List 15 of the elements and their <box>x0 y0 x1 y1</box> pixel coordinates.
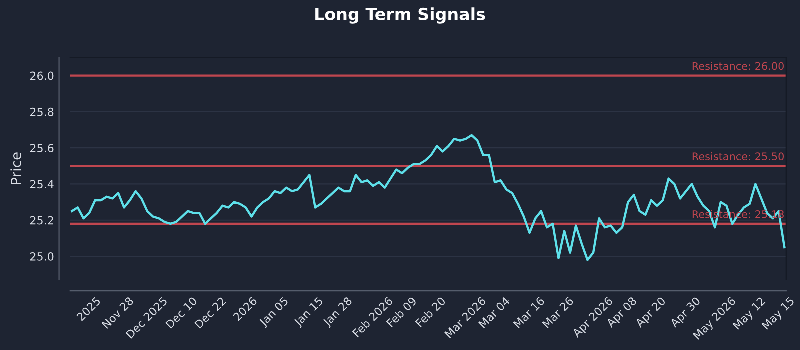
y-axis-title: Price <box>10 152 22 184</box>
y-tick-label: 25.0 <box>30 252 54 261</box>
x-tick-label: Feb 20 <box>415 296 446 328</box>
chart-title: Long Term Signals <box>316 8 486 24</box>
y-tick-label: 25.2 <box>30 216 54 225</box>
y-tick-label: 25.4 <box>30 180 54 189</box>
x-tick-label: Jan 28 <box>322 296 354 329</box>
ref-line-label: Resistance: 26.00 <box>692 62 784 70</box>
line-series <box>71 134 786 262</box>
ref-line-label: Resistance: 25.50 <box>692 152 784 161</box>
y-tick-label: 26.0 <box>30 72 54 80</box>
y-tick-label: 25.6 <box>30 144 54 152</box>
x-tick-label: Jan 05 <box>258 296 290 329</box>
x-tick-label: Nov 28 <box>102 296 134 330</box>
y-tick-label: 25.8 <box>30 108 54 116</box>
